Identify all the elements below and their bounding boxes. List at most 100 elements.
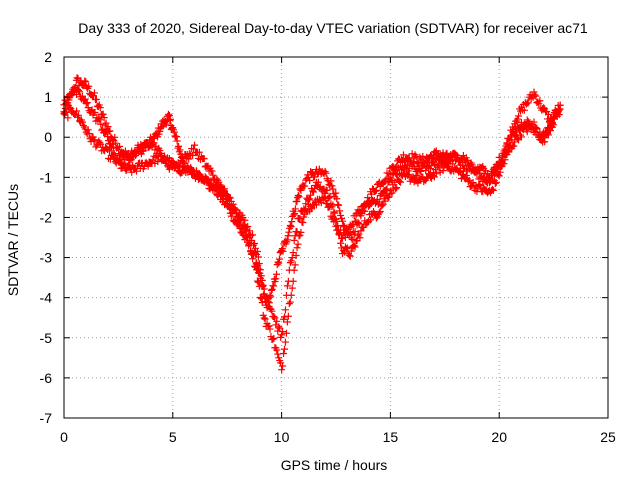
data-point [185,155,193,163]
data-point [279,328,287,336]
data-point [280,350,288,358]
data-point [254,253,262,261]
data-point [214,192,222,200]
y-tick-label: -5 [40,330,53,346]
data-point [505,143,513,151]
data-point [244,222,252,230]
data-point [351,217,359,225]
data-point [361,207,369,215]
data-point [375,209,383,217]
data-point [204,176,212,184]
data-point [112,139,120,147]
data-point [452,151,460,159]
data-point [507,132,515,140]
data-point [412,152,420,160]
data-point [413,172,421,180]
data-point [288,218,296,226]
data-point [308,205,316,213]
data-point [96,116,104,124]
data-point [293,197,301,205]
y-tick-label: -4 [40,290,53,306]
data-point [329,185,337,193]
data-point [64,114,72,122]
data-point [453,151,461,159]
data-point [337,211,345,219]
data-point [392,185,400,193]
data-point [532,92,540,100]
data-point [162,120,170,128]
data-point [163,156,171,164]
grid-lines [64,57,608,418]
data-point [116,142,124,150]
data-point [260,285,268,293]
data-point [554,108,562,116]
data-point [332,189,340,197]
y-tick-label: 1 [44,89,52,105]
data-point [251,239,259,247]
data-point [555,106,563,114]
data-point [156,127,164,135]
data-point [284,232,292,240]
data-point [231,205,239,213]
data-point [78,118,86,126]
plot-frame [63,56,609,419]
data-point [294,240,302,248]
y-tick-label: -7 [40,410,53,426]
data-point [355,220,363,228]
data-point [281,338,289,346]
data-point [411,151,419,159]
chart-title: Day 333 of 2020, Sidereal Day-to-day VTE… [78,20,588,36]
data-point [138,145,146,153]
data-point [200,155,208,163]
data-point [351,243,359,251]
y-axis-label: SDTVAR / TECUs [5,184,21,296]
data-point [385,193,393,201]
data-point [105,147,113,155]
data-point [208,167,216,175]
data-point [465,176,473,184]
y-tick-label: -1 [40,169,53,185]
data-point [281,313,289,321]
data-point [543,128,551,136]
data-point [321,168,329,176]
x-tick-label: 5 [169,429,177,445]
data-points [60,74,564,374]
data-point [249,255,257,263]
data-point [258,276,266,284]
data-point [217,182,225,190]
data-point [216,186,224,194]
data-point [91,108,99,116]
data-point [314,178,322,186]
data-point [467,159,475,167]
data-point [489,186,497,194]
data-point [175,163,183,171]
data-point [203,177,211,185]
data-point [294,191,302,199]
data-point [399,151,407,159]
data-point [288,254,296,262]
data-point [254,278,262,286]
data-point [265,322,273,330]
data-point [326,203,334,211]
data-point [84,126,92,134]
data-point [273,270,281,278]
data-point [492,179,500,187]
data-point [533,125,541,133]
data-point [275,259,283,267]
data-point [335,230,343,238]
data-point [102,128,110,136]
data-point [154,158,162,166]
data-point [528,120,536,128]
data-point [283,236,291,244]
data-point [427,165,435,173]
data-point [419,152,427,160]
data-point [514,115,522,123]
data-point [417,167,425,175]
data-point [296,215,304,223]
data-point [291,205,299,213]
data-point [351,228,359,236]
data-point [258,299,266,307]
data-point [99,110,107,118]
data-point [343,231,351,239]
data-point [286,222,294,230]
